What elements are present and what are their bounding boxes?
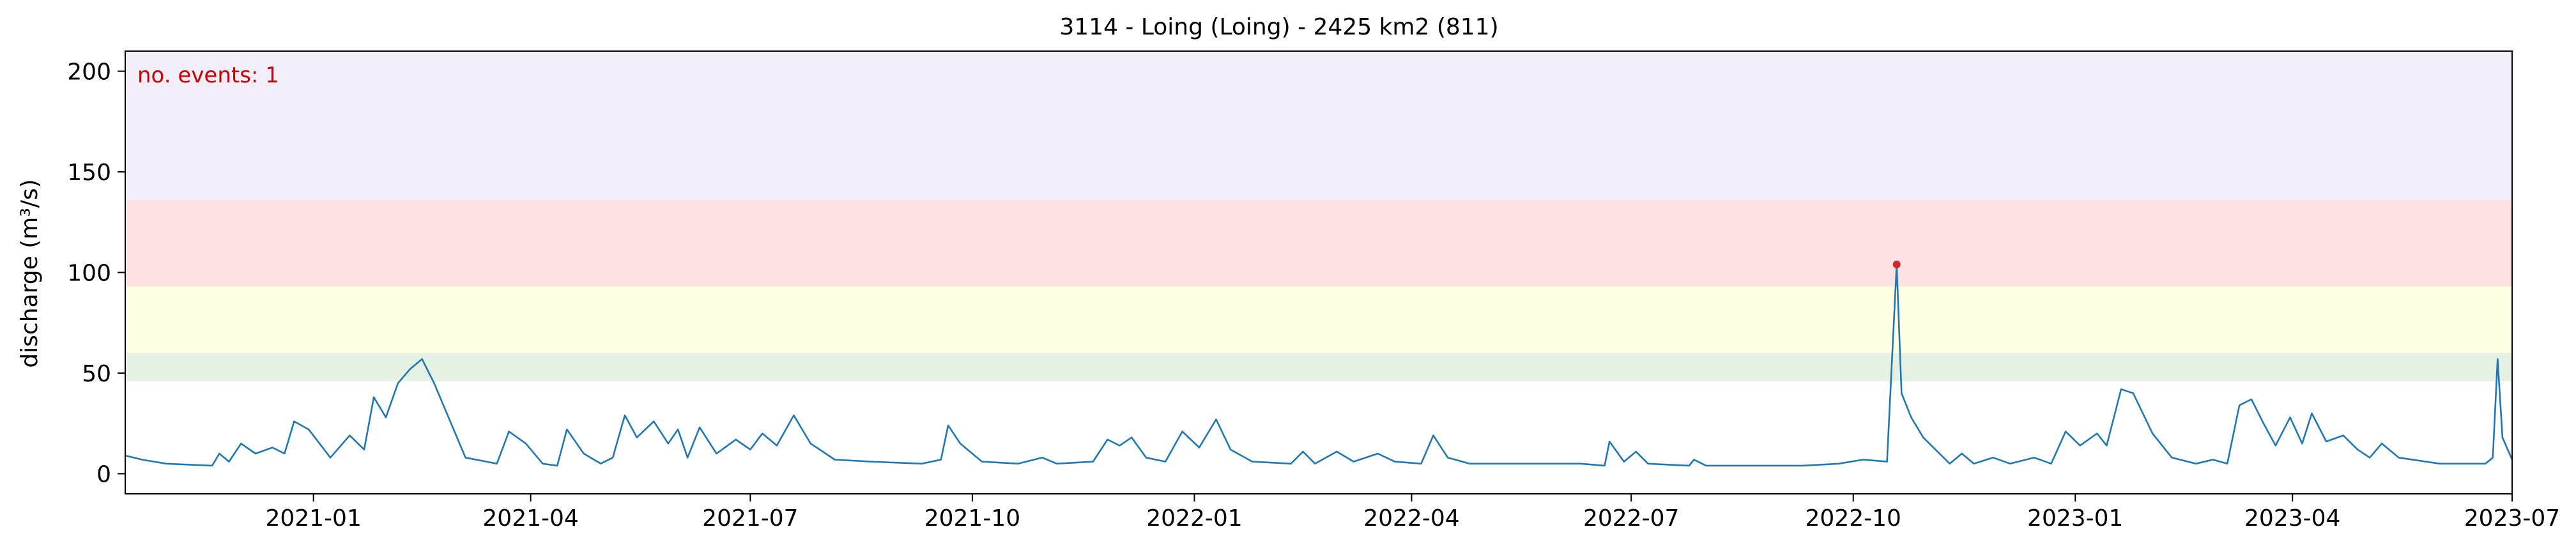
x-tick-label: 2021-10 <box>924 505 1020 532</box>
threshold-band-3 <box>125 51 2512 201</box>
chart-title: 3114 - Loing (Loing) - 2425 km2 (811) <box>1059 14 1498 40</box>
x-tick-label: 2022-10 <box>1805 505 1901 532</box>
y-axis: 0 50 100 150 200 <box>67 59 125 488</box>
x-tick-label: 2023-07 <box>2464 505 2560 532</box>
x-tick-label: 2022-01 <box>1146 505 1242 532</box>
x-tick-label: 2023-01 <box>2027 505 2123 532</box>
discharge-series-line <box>125 263 2513 467</box>
y-tick-label: 100 <box>67 261 111 287</box>
y-tick-label: 0 <box>96 462 111 488</box>
x-tick-label: 2023-04 <box>2244 505 2340 532</box>
x-tick-label: 2021-04 <box>482 505 578 532</box>
x-tick-label: 2021-07 <box>702 505 798 532</box>
x-tick-label: 2021-01 <box>265 505 361 532</box>
event-count-annotation: no. events: 1 <box>137 63 279 88</box>
series-layer <box>125 263 2513 467</box>
event-marker-0 <box>1892 260 1901 268</box>
events-layer <box>1892 260 1901 268</box>
y-axis-label: discharge (m³/s) <box>17 179 43 367</box>
x-axis: 2021-01 2021-04 2021-07 2021-10 2022-01 2022-… <box>265 494 2560 532</box>
y-tick-label: 200 <box>67 59 111 86</box>
x-tick-label: 2022-07 <box>1583 505 1679 532</box>
y-tick-label: 50 <box>82 361 111 387</box>
threshold-band-2 <box>125 200 2512 287</box>
x-tick-label: 2022-04 <box>1363 505 1459 532</box>
threshold-band-0 <box>125 353 2512 381</box>
threshold-band-1 <box>125 286 2512 353</box>
threshold-bands <box>125 51 2512 381</box>
y-tick-label: 150 <box>67 160 111 186</box>
